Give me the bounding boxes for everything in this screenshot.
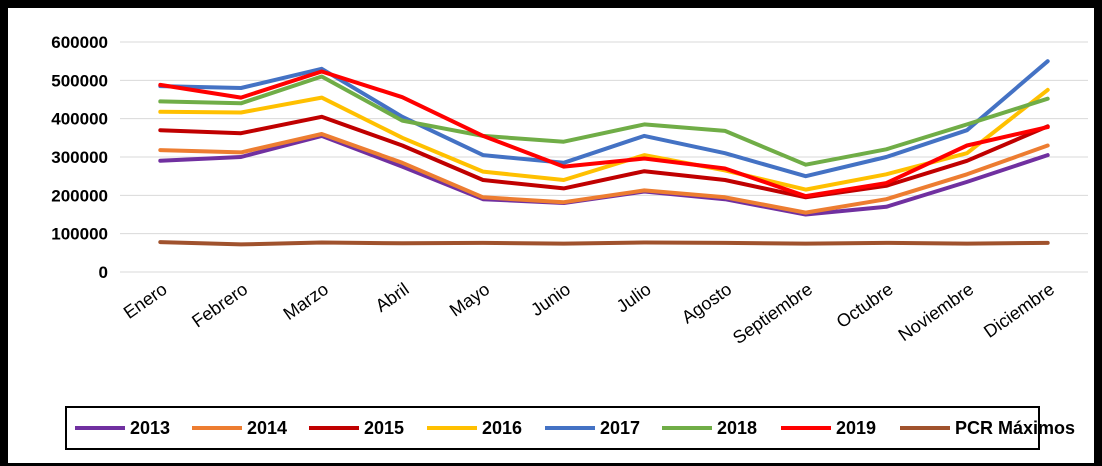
- y-tick-label: 300000: [51, 148, 108, 167]
- legend-label: 2017: [600, 418, 640, 438]
- y-tick-label: 400000: [51, 110, 108, 129]
- legend-label: 2018: [717, 418, 757, 438]
- legend-label: 2019: [836, 418, 876, 438]
- legend-label: 2013: [130, 418, 170, 438]
- legend-label: 2014: [247, 418, 287, 438]
- y-tick-label: 500000: [51, 71, 108, 90]
- series-line-2015: [158, 114, 1050, 200]
- series-line-2018: [158, 74, 1050, 167]
- legend-label: 2016: [482, 418, 522, 438]
- y-tick-label: 600000: [51, 33, 108, 52]
- legend-label: PCR Máximos: [955, 418, 1075, 438]
- series-line-2017: [158, 59, 1050, 179]
- series-line-2019: [158, 69, 1050, 199]
- y-tick-label: 200000: [51, 186, 108, 205]
- legend-label: 2015: [364, 418, 404, 438]
- y-tick-label: 0: [99, 263, 108, 282]
- series-line-pcr-m-ximos: [158, 240, 1050, 247]
- series-line-2016: [158, 87, 1050, 192]
- y-tick-label: 100000: [51, 225, 108, 244]
- series-line-2014: [158, 132, 1050, 215]
